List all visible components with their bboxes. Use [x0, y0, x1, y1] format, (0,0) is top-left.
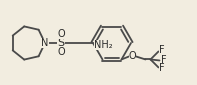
Text: S: S: [58, 38, 65, 48]
Text: O: O: [57, 47, 65, 57]
Text: N: N: [41, 38, 49, 48]
Text: O: O: [129, 51, 136, 61]
Text: F: F: [160, 45, 165, 55]
Text: O: O: [57, 29, 65, 39]
Text: NH₂: NH₂: [94, 40, 113, 50]
Text: F: F: [162, 55, 167, 65]
Text: F: F: [160, 63, 165, 73]
